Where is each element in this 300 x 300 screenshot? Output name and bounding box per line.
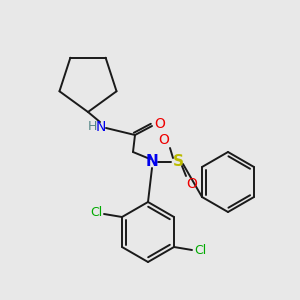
Text: S: S	[172, 154, 184, 169]
Text: N: N	[96, 120, 106, 134]
Text: O: O	[187, 177, 197, 191]
Text: O: O	[154, 117, 165, 131]
Text: Cl: Cl	[90, 206, 102, 220]
Text: N: N	[146, 154, 158, 169]
Text: Cl: Cl	[194, 244, 206, 257]
Text: O: O	[159, 133, 170, 147]
Text: H: H	[87, 121, 97, 134]
